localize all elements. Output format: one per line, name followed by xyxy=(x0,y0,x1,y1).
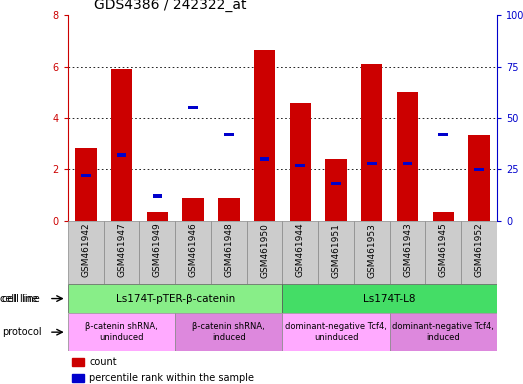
Bar xyxy=(318,221,354,284)
Bar xyxy=(72,358,84,366)
Bar xyxy=(282,221,318,284)
Text: GSM461944: GSM461944 xyxy=(296,223,305,277)
Bar xyxy=(282,284,497,313)
Bar xyxy=(254,50,275,221)
Bar xyxy=(247,221,282,284)
Text: β-catenin shRNA,
uninduced: β-catenin shRNA, uninduced xyxy=(85,323,158,342)
Bar xyxy=(81,174,90,177)
Text: cell line: cell line xyxy=(2,293,40,304)
Text: Ls174T-pTER-β-catenin: Ls174T-pTER-β-catenin xyxy=(116,293,235,304)
Bar xyxy=(104,221,140,284)
Text: dominant-negative Tcf4,
uninduced: dominant-negative Tcf4, uninduced xyxy=(285,323,387,342)
Bar xyxy=(331,182,341,185)
Bar xyxy=(72,374,84,382)
Bar xyxy=(146,212,168,221)
Bar xyxy=(361,64,382,221)
Bar xyxy=(433,212,454,221)
Bar xyxy=(153,194,162,198)
Text: GSM461946: GSM461946 xyxy=(189,223,198,278)
Text: GSM461948: GSM461948 xyxy=(224,223,233,278)
Text: GDS4386 / 242322_at: GDS4386 / 242322_at xyxy=(94,0,247,12)
Bar xyxy=(224,133,234,136)
Text: GSM461951: GSM461951 xyxy=(332,223,340,278)
Text: GSM461949: GSM461949 xyxy=(153,223,162,278)
Bar xyxy=(117,153,127,157)
Bar xyxy=(397,93,418,221)
Text: β-catenin shRNA,
induced: β-catenin shRNA, induced xyxy=(192,323,265,342)
Text: GSM461947: GSM461947 xyxy=(117,223,126,278)
Bar xyxy=(260,157,269,161)
Bar xyxy=(111,69,132,221)
Bar xyxy=(211,221,247,284)
Bar xyxy=(75,147,97,221)
Bar xyxy=(468,135,490,221)
Bar xyxy=(295,164,305,167)
Bar xyxy=(188,106,198,109)
Text: GSM461952: GSM461952 xyxy=(474,223,483,278)
Text: cell line: cell line xyxy=(0,293,38,304)
Text: GSM461945: GSM461945 xyxy=(439,223,448,278)
Text: GSM461950: GSM461950 xyxy=(260,223,269,278)
Bar xyxy=(290,103,311,221)
Bar xyxy=(390,313,497,351)
Bar xyxy=(183,198,204,221)
Bar xyxy=(282,313,390,351)
Text: percentile rank within the sample: percentile rank within the sample xyxy=(89,374,254,384)
Bar xyxy=(68,221,104,284)
Bar xyxy=(425,221,461,284)
Text: GSM461942: GSM461942 xyxy=(82,223,90,277)
Text: dominant-negative Tcf4,
induced: dominant-negative Tcf4, induced xyxy=(392,323,494,342)
Bar xyxy=(461,221,497,284)
Bar xyxy=(175,221,211,284)
Bar xyxy=(354,221,390,284)
Bar xyxy=(474,168,484,171)
Bar xyxy=(218,198,240,221)
Bar xyxy=(403,162,412,165)
Text: Ls174T-L8: Ls174T-L8 xyxy=(363,293,416,304)
Bar xyxy=(390,221,425,284)
Bar xyxy=(325,159,347,221)
Bar xyxy=(438,133,448,136)
Bar xyxy=(68,284,282,313)
Text: count: count xyxy=(89,357,117,367)
Bar xyxy=(140,221,175,284)
Text: GSM461943: GSM461943 xyxy=(403,223,412,278)
Bar xyxy=(175,313,282,351)
Bar xyxy=(68,313,175,351)
Text: GSM461953: GSM461953 xyxy=(367,223,376,278)
Text: protocol: protocol xyxy=(2,327,42,337)
Bar xyxy=(367,162,377,165)
